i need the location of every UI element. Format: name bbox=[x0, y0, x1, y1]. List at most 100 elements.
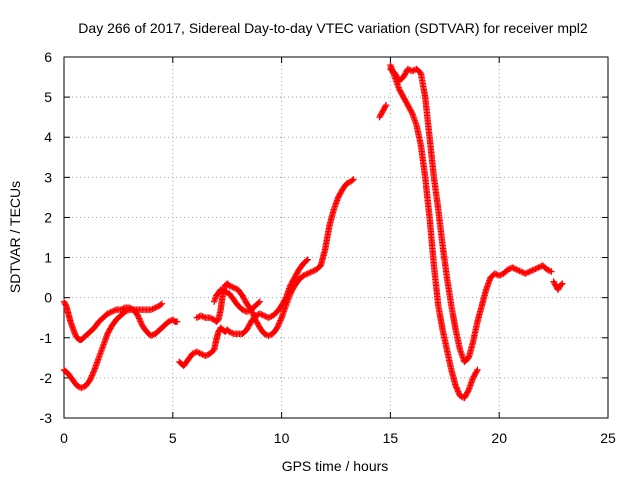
data-point bbox=[304, 256, 311, 263]
data-point bbox=[90, 368, 98, 375]
data-point bbox=[256, 310, 264, 317]
y-tick-label: 6 bbox=[44, 49, 52, 65]
data-point bbox=[511, 265, 519, 273]
data-point bbox=[510, 265, 517, 272]
y-tick-label: -2 bbox=[40, 370, 53, 386]
data-point bbox=[558, 281, 565, 288]
data-point bbox=[194, 313, 202, 321]
data-point bbox=[546, 267, 554, 275]
data-point bbox=[227, 283, 235, 290]
data-point bbox=[86, 376, 94, 384]
data-point bbox=[245, 307, 252, 315]
series-5 bbox=[376, 101, 390, 121]
data-point bbox=[123, 307, 130, 315]
data-point bbox=[491, 270, 499, 277]
x-tick-label: 20 bbox=[491, 430, 507, 446]
data-point bbox=[559, 280, 566, 287]
data-point bbox=[406, 66, 413, 73]
data-point bbox=[193, 348, 200, 356]
y-tick-label: 5 bbox=[44, 89, 52, 105]
series-7 bbox=[387, 65, 555, 366]
grid bbox=[64, 57, 608, 418]
data-point bbox=[88, 372, 96, 379]
data-point bbox=[251, 313, 258, 321]
data-point bbox=[543, 266, 551, 273]
data-point bbox=[147, 332, 155, 339]
series-4 bbox=[210, 286, 264, 315]
data-point bbox=[408, 67, 416, 75]
data-point bbox=[135, 313, 142, 321]
data-point bbox=[526, 268, 533, 275]
data-point bbox=[152, 304, 159, 311]
data-point bbox=[208, 315, 215, 322]
data-point bbox=[522, 270, 529, 277]
data-point bbox=[382, 101, 390, 109]
data-point bbox=[218, 287, 226, 294]
data-point bbox=[137, 318, 144, 325]
series-1 bbox=[60, 300, 166, 392]
y-tick-label: 3 bbox=[44, 169, 52, 185]
data-point bbox=[454, 388, 462, 395]
data-point bbox=[493, 271, 500, 278]
data-point bbox=[530, 266, 538, 273]
data-point bbox=[149, 305, 156, 313]
y-tick-label: 1 bbox=[44, 250, 52, 266]
data-point bbox=[89, 370, 96, 378]
data-point bbox=[527, 267, 535, 275]
data-point bbox=[350, 176, 357, 183]
data-point bbox=[117, 306, 124, 313]
axis-ticks bbox=[63, 56, 609, 419]
data-point bbox=[453, 384, 460, 391]
x-tick-label: 15 bbox=[383, 430, 399, 446]
data-point bbox=[260, 330, 268, 337]
data-point bbox=[137, 319, 145, 327]
data-point bbox=[199, 313, 206, 320]
data-point bbox=[147, 306, 155, 313]
data-point bbox=[408, 108, 415, 116]
data-point bbox=[303, 257, 310, 264]
y-tick-label: -1 bbox=[40, 330, 53, 346]
data-point bbox=[266, 331, 274, 339]
data-point bbox=[190, 349, 198, 357]
data-point bbox=[452, 382, 459, 390]
data-point bbox=[88, 373, 95, 381]
data-point bbox=[529, 267, 536, 274]
data-point bbox=[266, 313, 274, 321]
x-axis-label: GPS time / hours bbox=[282, 458, 389, 474]
series-6 bbox=[387, 61, 481, 402]
data-point bbox=[108, 308, 116, 315]
data-point bbox=[523, 269, 530, 277]
data-point bbox=[197, 312, 205, 319]
data-point bbox=[229, 329, 236, 337]
data-point bbox=[249, 310, 257, 318]
data-point bbox=[157, 301, 165, 308]
data-point bbox=[533, 265, 541, 272]
data-point bbox=[136, 315, 143, 322]
y-tick-label: 0 bbox=[44, 290, 52, 306]
data-point bbox=[532, 265, 539, 273]
data-point bbox=[197, 350, 205, 358]
data-point bbox=[300, 272, 307, 279]
data-point bbox=[193, 314, 200, 321]
data-point bbox=[107, 309, 114, 316]
data-point bbox=[275, 321, 282, 329]
data-point bbox=[349, 177, 356, 184]
data-point bbox=[78, 384, 85, 392]
data-point bbox=[258, 311, 265, 318]
data-point bbox=[345, 179, 352, 186]
data-point bbox=[456, 392, 464, 400]
data-point bbox=[535, 264, 542, 271]
data-point bbox=[304, 270, 311, 277]
data-point bbox=[73, 382, 81, 390]
data-point bbox=[220, 287, 227, 295]
data-point bbox=[134, 312, 142, 319]
data-point bbox=[251, 315, 259, 322]
data-point bbox=[223, 289, 230, 296]
data-point bbox=[250, 312, 257, 319]
data-point bbox=[153, 303, 161, 311]
data-point bbox=[305, 269, 313, 277]
data-point bbox=[243, 308, 250, 315]
x-tick-label: 25 bbox=[600, 430, 616, 446]
data-point bbox=[158, 300, 166, 307]
data-point bbox=[265, 332, 272, 339]
